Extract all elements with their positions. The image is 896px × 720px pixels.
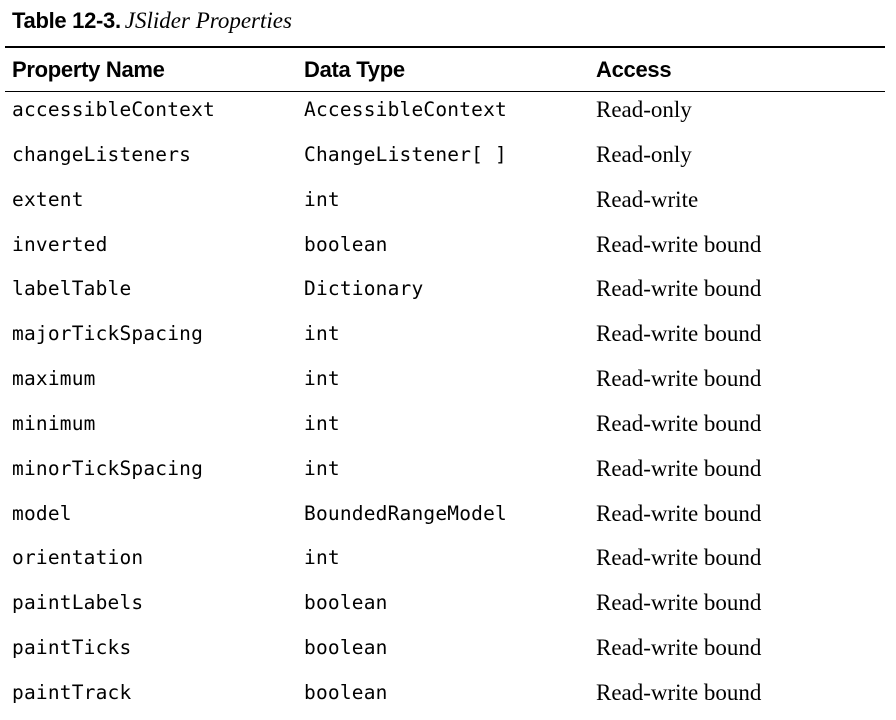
table-row: paintTicks boolean Read-write bound [0,626,896,671]
property-name-cell: labelTable [12,277,132,301]
property-name-cell: model [12,501,72,525]
access-cell: Read-write bound [596,410,762,436]
table-row: extent int Read-write [0,178,896,223]
access-cell: Read-write bound [596,455,762,481]
header-access: Access [596,57,672,82]
table-caption: Table 12-3. JSlider Properties [12,6,292,36]
table-number: Table 12-3. [12,8,121,33]
property-name-cell: inverted [12,232,108,256]
data-type-cell: boolean [304,232,388,256]
data-type-cell: int [304,322,340,346]
table-row: majorTickSpacing int Read-write bound [0,312,896,357]
property-name-cell: accessibleContext [12,98,215,121]
data-type-cell: boolean [304,591,388,615]
data-type-cell: boolean [304,680,388,704]
table-header-row: Property Name Data Type Access [0,52,896,88]
access-cell: Read-write bound [596,366,762,392]
data-type-cell: Dictionary [304,277,424,301]
property-name-cell: paintTrack [12,680,132,704]
table-row: paintLabels boolean Read-write bound [0,581,896,626]
access-cell: Read-only [596,97,692,122]
table-row: inverted boolean Read-write bound [0,223,896,268]
property-name-cell: extent [12,187,84,211]
table-row: model BoundedRangeModel Read-write bound [0,492,896,537]
property-name-cell: paintLabels [12,591,144,615]
data-type-cell: AccessibleContext [304,98,507,121]
table-body: accessibleContext AccessibleContext Read… [0,88,896,716]
data-type-cell: int [304,367,340,391]
table-row: minimum int Read-write bound [0,402,896,447]
data-type-cell: int [304,456,340,480]
table-row: maximum int Read-write bound [0,357,896,402]
access-cell: Read-write bound [596,635,762,661]
property-name-cell: majorTickSpacing [12,322,204,346]
data-type-cell: int [304,546,340,570]
table-row: paintTrack boolean Read-write bound [0,671,896,716]
access-cell: Read-write bound [596,231,762,257]
access-cell: Read-write bound [596,276,762,302]
data-type-cell: int [304,187,340,211]
property-name-cell: orientation [12,546,144,570]
access-cell: Read-write bound [596,545,762,571]
table-row: labelTable Dictionary Read-write bound [0,267,896,312]
data-type-cell: boolean [304,636,388,660]
data-type-cell: ChangeListener[ ] [304,142,507,166]
table-row: minorTickSpacing int Read-write bound [0,447,896,492]
access-cell: Read-write bound [596,679,762,705]
table-title: JSlider Properties [124,8,292,33]
access-cell: Read-write [596,186,699,212]
property-name-cell: minorTickSpacing [12,456,204,480]
table-row: changeListeners ChangeListener[ ] Read-o… [0,133,896,178]
property-name-cell: changeListeners [12,142,192,166]
table-top-rule [5,46,885,48]
table-row: orientation int Read-write bound [0,536,896,581]
data-type-cell: BoundedRangeModel [304,501,507,525]
data-type-cell: int [304,411,340,435]
access-cell: Read-only [596,141,692,167]
property-name-cell: minimum [12,411,96,435]
access-cell: Read-write bound [596,500,762,526]
access-cell: Read-write bound [596,321,762,347]
access-cell: Read-write bound [596,590,762,616]
header-data-type: Data Type [304,57,405,82]
table-header-rule [5,91,885,92]
header-property-name: Property Name [12,57,165,82]
property-name-cell: maximum [12,367,96,391]
property-name-cell: paintTicks [12,636,132,660]
table-row: accessibleContext AccessibleContext Read… [0,88,896,133]
